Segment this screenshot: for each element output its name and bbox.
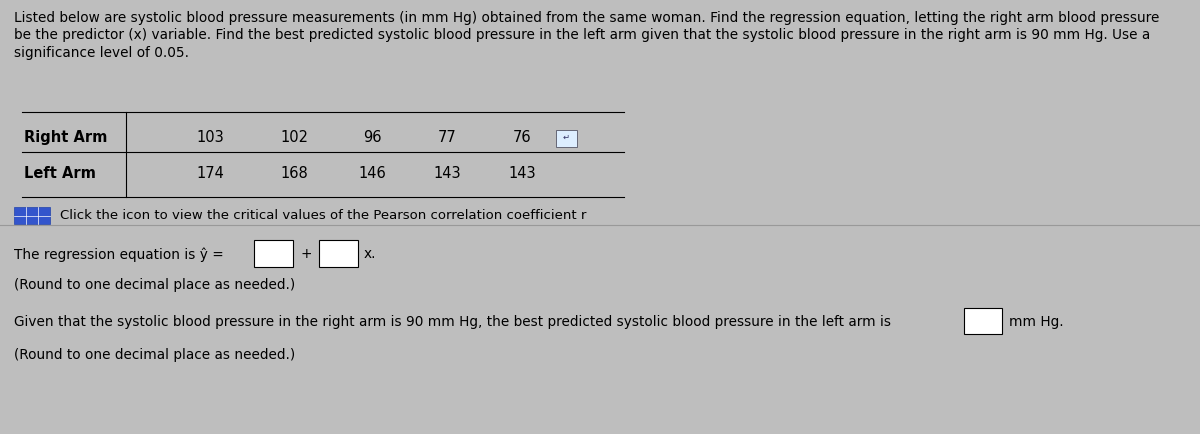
Text: x.: x. xyxy=(364,247,376,261)
Text: (Round to one decimal place as needed.): (Round to one decimal place as needed.) xyxy=(14,347,295,361)
FancyBboxPatch shape xyxy=(254,241,293,267)
FancyBboxPatch shape xyxy=(964,308,1002,334)
Text: 77: 77 xyxy=(438,129,457,144)
Text: 96: 96 xyxy=(362,129,382,144)
Text: be the predictor (x) variable. Find the best predicted systolic blood pressure i: be the predictor (x) variable. Find the … xyxy=(14,28,1151,42)
Text: Given that the systolic blood pressure in the right arm is 90 mm Hg, the best pr: Given that the systolic blood pressure i… xyxy=(14,314,892,328)
Text: 146: 146 xyxy=(358,166,386,181)
Text: significance level of 0.05.: significance level of 0.05. xyxy=(14,46,190,59)
Text: 174: 174 xyxy=(196,166,224,181)
Text: 143: 143 xyxy=(508,166,536,181)
FancyBboxPatch shape xyxy=(556,131,577,148)
FancyBboxPatch shape xyxy=(14,208,50,224)
Text: The regression equation is ŷ =: The regression equation is ŷ = xyxy=(14,247,224,261)
Text: Right Arm: Right Arm xyxy=(24,129,107,144)
Text: Listed below are systolic blood pressure measurements (in mm Hg) obtained from t: Listed below are systolic blood pressure… xyxy=(14,11,1159,25)
Text: +: + xyxy=(300,247,312,261)
FancyBboxPatch shape xyxy=(319,241,358,267)
Text: (Round to one decimal place as needed.): (Round to one decimal place as needed.) xyxy=(14,277,295,291)
Text: 102: 102 xyxy=(280,129,308,144)
Text: 143: 143 xyxy=(433,166,462,181)
Text: ↵: ↵ xyxy=(563,132,570,141)
Text: Left Arm: Left Arm xyxy=(24,166,96,181)
Text: Click the icon to view the critical values of the Pearson correlation coefficien: Click the icon to view the critical valu… xyxy=(60,208,587,221)
Text: 168: 168 xyxy=(280,166,308,181)
Text: 76: 76 xyxy=(512,129,532,144)
Text: 103: 103 xyxy=(196,129,224,144)
Text: mm Hg.: mm Hg. xyxy=(1009,314,1064,328)
